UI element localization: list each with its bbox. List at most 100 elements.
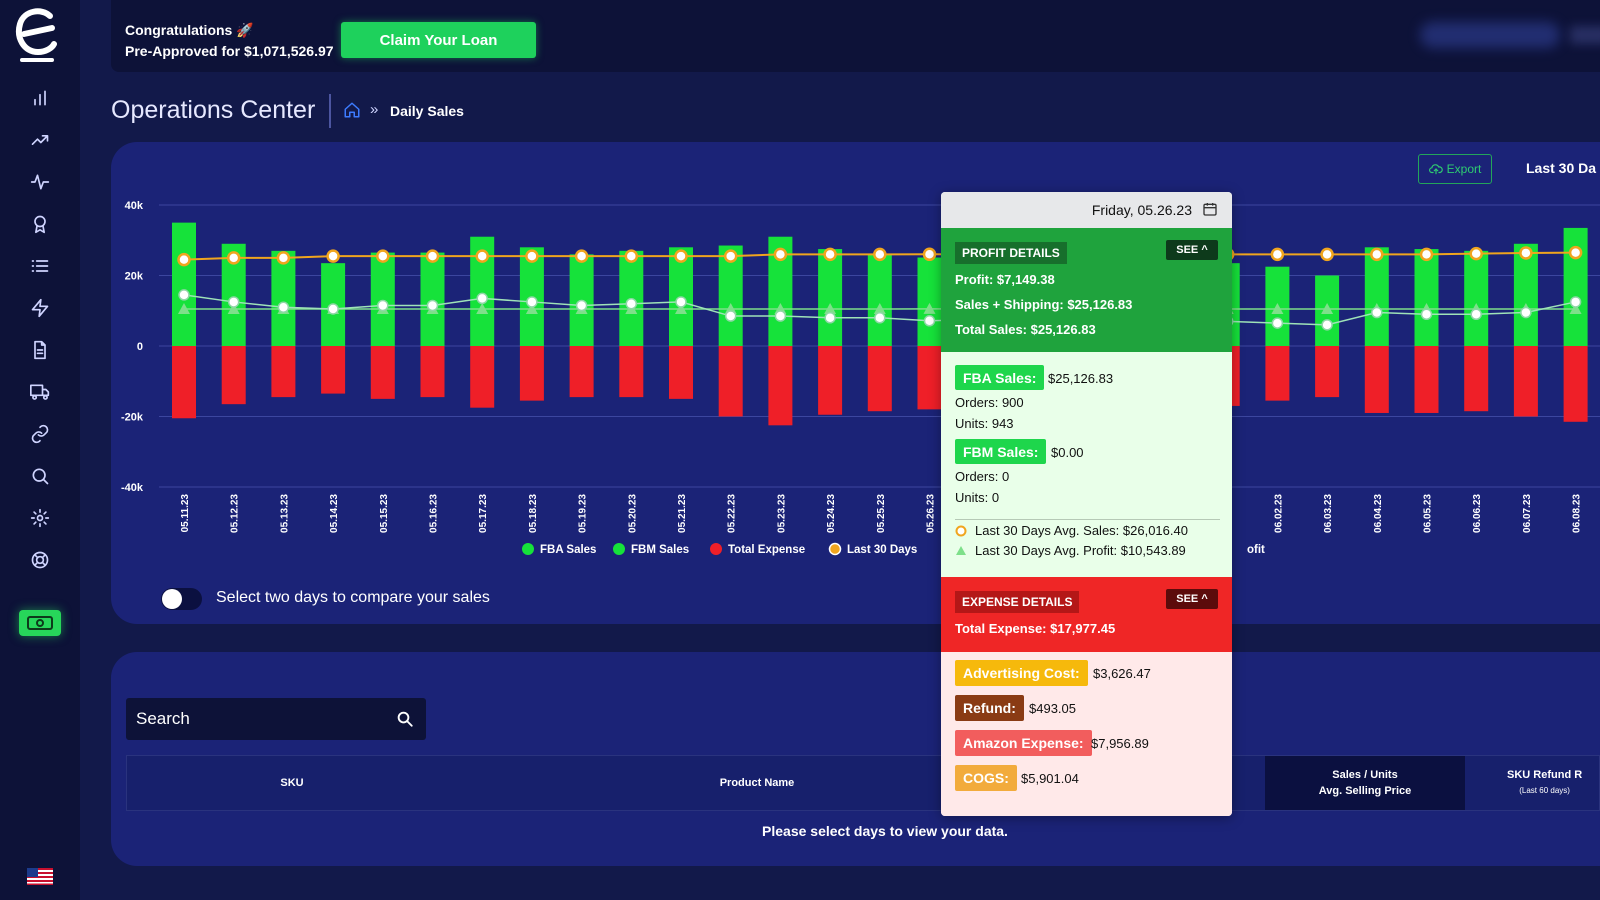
breadcrumb-separator: »: [370, 101, 379, 118]
avg-sales-point: [574, 249, 589, 263]
avg-sales-point: [1370, 247, 1384, 262]
link-icon[interactable]: [28, 422, 52, 446]
user-menu-extra[interactable]: [1570, 26, 1600, 44]
expense-list: Advertising Cost: $3,626.47 Refund: $493…: [941, 652, 1232, 816]
col-sku[interactable]: SKU: [280, 777, 304, 789]
x-tick-label: 05.12.23: [230, 494, 241, 533]
total-expense-bar: [1513, 346, 1538, 417]
cash-icon: [27, 616, 53, 630]
fba-sales-bar: [370, 252, 395, 346]
x-tick-label: 05.13.23: [279, 494, 290, 533]
y-tick-label: 0: [137, 341, 143, 353]
brand-logo[interactable]: [14, 8, 58, 64]
x-tick-label: 05.21.23: [677, 494, 688, 533]
x-tick-label: 05.17.23: [478, 494, 489, 533]
bar-chart-icon[interactable]: [28, 86, 52, 110]
preapproved-line: Pre-Approved for $1,071,526.97: [125, 43, 334, 59]
avg-profit-point: [178, 302, 190, 314]
cash-button[interactable]: [19, 610, 61, 636]
total-expense-bar: [1315, 346, 1340, 398]
total-expense-bar: [818, 346, 843, 415]
claim-loan-button[interactable]: Claim Your Loan: [341, 22, 536, 58]
avg-sales-point: [177, 252, 191, 267]
avg-sales-point: [773, 247, 788, 262]
award-icon[interactable]: [28, 212, 52, 236]
avg-sales-point: [525, 249, 539, 263]
activity-icon[interactable]: [28, 170, 52, 194]
lightning-icon[interactable]: [28, 296, 52, 320]
avg-profit-marker-icon: [956, 546, 966, 555]
avg-profit-point: [476, 302, 489, 314]
expense-tag: Advertising Cost:: [955, 660, 1088, 686]
avg-sales-marker-icon: [955, 525, 967, 537]
profit-point: [1371, 306, 1383, 319]
loan-congrats-text: Congratulations 🚀 Pre-Approved for $1,07…: [125, 20, 334, 62]
total-expense-bar: [619, 346, 644, 398]
trend-up-icon[interactable]: [28, 128, 52, 152]
fba-sales-bar: [1464, 250, 1489, 346]
fba-sales-tag: FBA Sales:: [955, 365, 1045, 390]
total-expense-bar: [917, 346, 942, 410]
list-icon[interactable]: [28, 254, 52, 278]
breadcrumb-current: Daily Sales: [390, 103, 464, 119]
legend-marker: [522, 543, 534, 555]
export-button[interactable]: Export: [1418, 154, 1492, 184]
avg-profit-point: [525, 302, 538, 314]
profit-see-button[interactable]: SEE ^: [1166, 240, 1218, 260]
profit-details-section: PROFIT DETAILS SEE ^ Profit: $7,149.38 S…: [941, 228, 1232, 352]
empty-table-message: Please select days to view your data.: [762, 823, 1008, 839]
top-banner: Congratulations 🚀 Pre-Approved for $1,07…: [111, 0, 1600, 72]
export-label: Export: [1446, 162, 1482, 176]
sidebar: [0, 0, 80, 900]
date-range-selector[interactable]: Last 30 Da: [1526, 160, 1597, 176]
title-divider: [329, 94, 331, 128]
fba-sales-bar: [172, 222, 196, 346]
fbm-sales-value: $0.00: [1051, 445, 1084, 460]
profit-point: [476, 292, 488, 305]
total-expense-bar: [569, 346, 594, 398]
col-sku-refund[interactable]: SKU Refund R (Last 60 days): [1487, 756, 1600, 810]
legend-marker: [710, 543, 722, 555]
profit-point: [377, 299, 389, 312]
table-header: SKU Product Name Sales / Units Avg. Selli…: [126, 755, 1600, 811]
profit-point: [874, 312, 886, 324]
expense-see-button[interactable]: SEE ^: [1166, 589, 1218, 609]
profit-point: [227, 296, 240, 308]
fbm-units: Units: 0: [955, 490, 1000, 505]
profit-point: [426, 299, 439, 312]
document-icon[interactable]: [28, 338, 52, 362]
profit-point: [724, 310, 737, 322]
gear-icon[interactable]: [28, 506, 52, 530]
total-expense-bar: [370, 346, 395, 399]
lifebuoy-icon[interactable]: [28, 548, 52, 572]
user-menu[interactable]: [1420, 22, 1560, 48]
avg-sales-point: [922, 247, 937, 262]
total-expense-line: Total Expense: $17,977.45: [955, 621, 1116, 636]
expense-tag: COGS:: [955, 765, 1017, 791]
compare-toggle[interactable]: [161, 588, 202, 610]
fbm-sales-tag: FBM Sales:: [955, 439, 1047, 464]
cloud-upload-icon: [1428, 164, 1443, 175]
fbm-orders: Orders: 0: [955, 469, 1010, 484]
calendar-icon[interactable]: [1202, 201, 1218, 217]
home-icon[interactable]: [343, 101, 361, 119]
col-sales-units[interactable]: Sales / Units Avg. Selling Price: [1265, 756, 1465, 810]
expense-value: $5,901.04: [1021, 771, 1079, 786]
chart-card: [111, 142, 1600, 624]
x-tick-label: 06.02.23: [1273, 494, 1284, 533]
truck-icon[interactable]: [28, 380, 52, 404]
legend-label: Total Expense: [728, 544, 805, 556]
search-icon[interactable]: [28, 464, 52, 488]
search-icon[interactable]: [396, 710, 414, 728]
x-tick-label: 05.24.23: [826, 494, 837, 533]
search-input[interactable]: [126, 698, 386, 740]
us-flag-icon[interactable]: [27, 868, 53, 885]
avg-sales-point: [326, 249, 340, 263]
fba-sales-bar: [1364, 247, 1389, 346]
col-sku-refund-line2: (Last 60 days): [1519, 786, 1570, 795]
avg-sales-point: [1519, 246, 1533, 260]
col-product-name[interactable]: Product Name: [719, 777, 795, 789]
avg-sales-point: [226, 251, 241, 265]
profit-point: [625, 297, 638, 310]
total-expense-bar: [470, 346, 495, 408]
